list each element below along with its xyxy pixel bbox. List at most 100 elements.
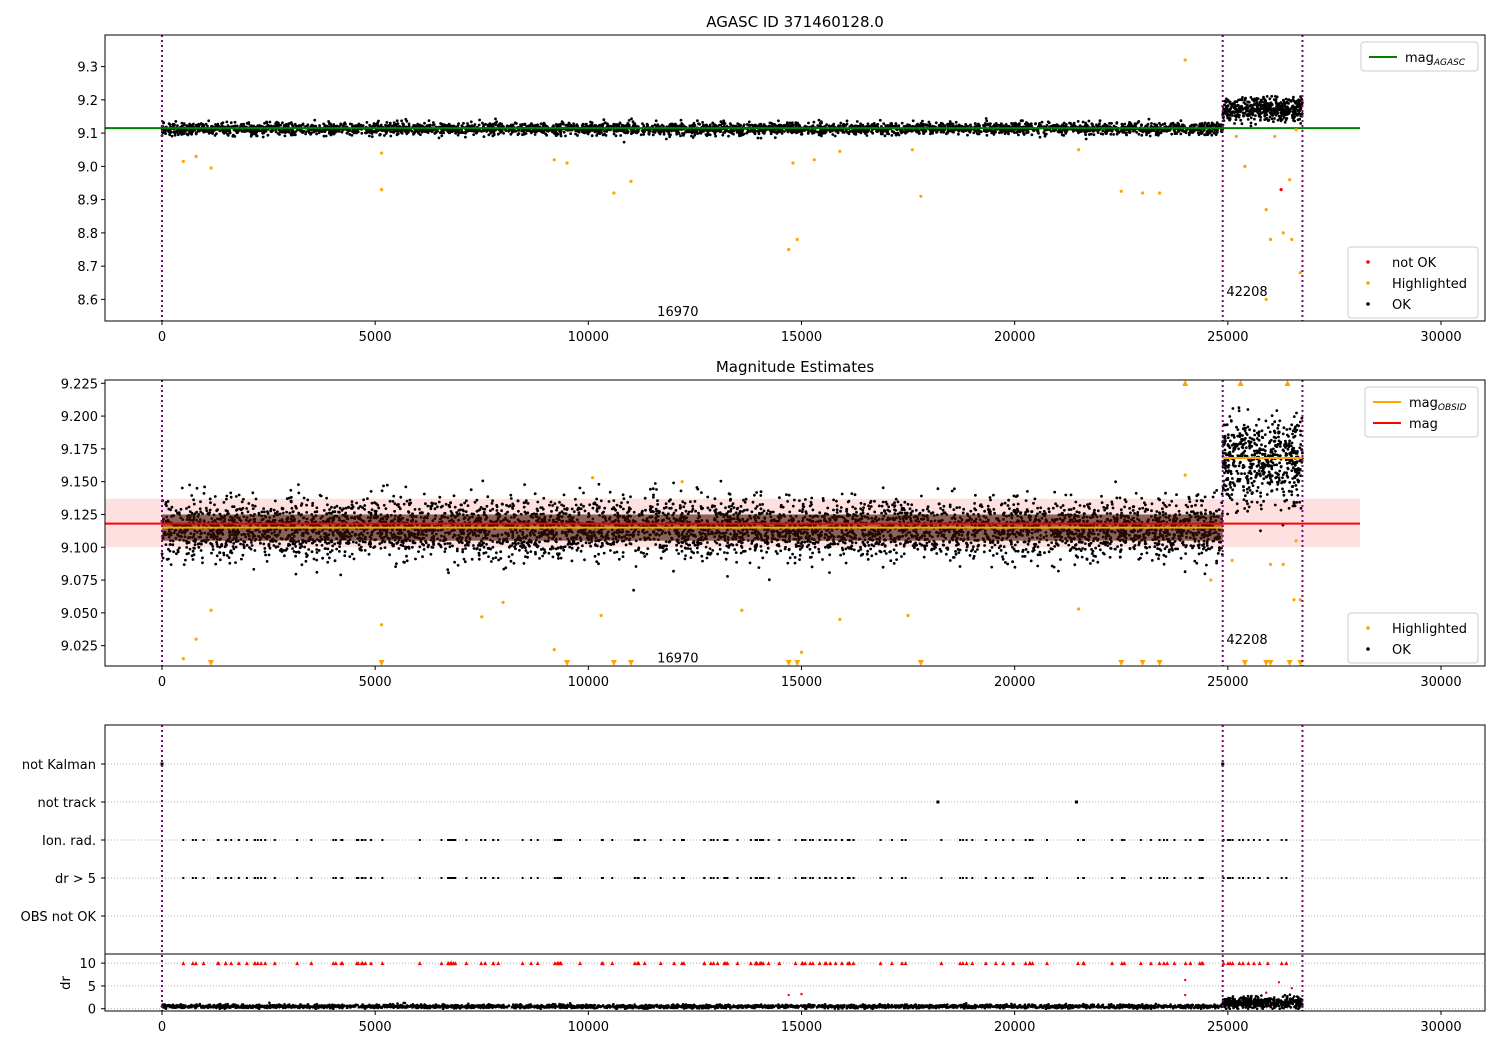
panel1-ok-point: [392, 124, 396, 128]
panel1-ok-point: [1015, 131, 1019, 134]
panel1-ok-point: [216, 122, 220, 126]
panel1-ok-point: [682, 132, 686, 135]
panel1-ok-point: [1204, 133, 1207, 137]
panel1-ok-point: [1233, 122, 1236, 125]
panel1-ok-point: [417, 131, 420, 135]
panel1-ok-point: [1108, 122, 1111, 125]
panel1-ok-point: [630, 117, 633, 121]
panel1-ok-point: [1173, 123, 1177, 127]
panel1-ok-point: [548, 129, 552, 132]
panel1-ok-point: [384, 132, 388, 135]
panel1-ok-point: [679, 118, 683, 122]
panel2-ok-point: [681, 500, 685, 504]
panel2-ok-point: [491, 545, 495, 549]
panel1-ok-point: [534, 123, 537, 127]
panel1-ok-point: [279, 123, 283, 127]
panel1-ok-point: [1084, 137, 1088, 141]
panel2-ok-point: [839, 553, 842, 557]
panel1-highlighted-point: [552, 158, 556, 162]
panel2-ok-point: [491, 499, 494, 503]
panel1-ok-point: [1231, 102, 1235, 105]
panel1-ok-point: [1297, 111, 1301, 115]
panel1-ok-point: [854, 132, 858, 136]
panel2-ok-point: [1067, 543, 1071, 547]
panel1-ok-point: [1010, 122, 1014, 125]
panel1-highlighted-point: [1234, 134, 1238, 139]
panel2-ok-point: [821, 558, 824, 561]
panel1-ok-point: [1017, 122, 1021, 126]
panel2-ok-point: [526, 511, 530, 515]
panel1-ok-point: [1038, 122, 1041, 125]
panel1-highlighted-point: [1288, 178, 1292, 182]
panel1-ok-point: [698, 122, 702, 126]
panel2-ok-point: [444, 547, 447, 551]
panel1-ok-point: [1284, 107, 1288, 111]
panel1-ok-point: [974, 122, 977, 125]
panel1-highlighted-point: [1077, 148, 1081, 152]
panel1-ok-point: [1242, 114, 1245, 118]
panel1-ok-point: [284, 128, 288, 132]
panel2-ok-point: [1138, 507, 1141, 511]
panel1-ok-point: [580, 124, 584, 127]
panel1-ok-point: [651, 133, 655, 137]
panel1-ok-point: [614, 130, 618, 133]
panel1-ok-point: [1254, 114, 1257, 117]
panel1-ok-point: [714, 124, 718, 128]
panel1-ok-point: [660, 123, 664, 127]
panel1-ok-point: [211, 129, 215, 133]
panel1-ok-point: [1129, 122, 1133, 125]
panel1-highlighted-point: [181, 159, 185, 163]
panel1-ok-point: [1274, 113, 1278, 117]
panel1-ok-point: [201, 124, 205, 127]
panel1-ok-point: [1298, 117, 1301, 121]
panel1-ok-point: [658, 132, 662, 136]
panel1-ok-point: [400, 119, 403, 123]
panel1-ok-point: [627, 119, 631, 122]
panel1-ok-point: [871, 131, 875, 135]
panel1-ok-point: [1093, 128, 1097, 132]
panel2-ok-point: [547, 551, 551, 555]
panel1-highlighted-point: [919, 194, 923, 198]
panel1-ok-point: [751, 124, 755, 127]
panel1-ok-point: [229, 121, 233, 125]
panel1-ok-point: [941, 130, 945, 133]
panel1-ok-point: [1282, 111, 1285, 115]
panel1-ok-point: [388, 121, 392, 125]
panel1-ok-point: [196, 129, 200, 133]
panel2-ok-point: [369, 490, 373, 493]
panel2-ok-point: [193, 543, 197, 547]
panel1-ytick-label: 9.2: [77, 94, 98, 109]
panel2-ok-point: [896, 500, 900, 504]
panel1-ok-point: [670, 129, 673, 133]
panel1-ok-point: [1202, 123, 1206, 127]
panel1-ok-point: [841, 124, 845, 127]
panel1-ok-point: [590, 134, 594, 138]
panel1-ok-point: [369, 131, 373, 135]
panel1-ok-point: [504, 129, 508, 133]
panel1-ok-point: [863, 132, 867, 135]
panel1-highlighted-point: [1290, 237, 1294, 242]
panel1-xtick-label: 10000: [568, 330, 609, 345]
panel1-ok-point: [1189, 124, 1192, 128]
panel1-ok-point: [1215, 130, 1219, 134]
panel1-bottom-legend-label: not OK: [1392, 256, 1437, 271]
panel1-ok-point: [1272, 120, 1275, 123]
panel1-ok-point: [605, 130, 609, 133]
panel1-ok-point: [1264, 101, 1267, 105]
panel1-highlighted-point: [629, 179, 633, 183]
panel1-ok-point: [287, 122, 291, 125]
panel1-ok-point: [1283, 120, 1287, 124]
panel2-ok-point: [461, 550, 465, 554]
panel1-ok-point: [294, 130, 298, 133]
panel2-ok-point: [1072, 507, 1076, 510]
panel1-ok-point: [1273, 117, 1276, 120]
panel1-ok-point: [1135, 130, 1138, 134]
panel2-ok-point: [786, 500, 789, 503]
panel1-ok-point: [240, 123, 244, 127]
panel1-ok-point: [357, 122, 361, 126]
panel1-ok-point: [315, 132, 318, 136]
panel1-ok-point: [880, 125, 883, 128]
panel2-ok-point: [1182, 543, 1185, 547]
panel1-ok-point: [181, 129, 185, 132]
panel1-ok-point: [603, 121, 607, 125]
